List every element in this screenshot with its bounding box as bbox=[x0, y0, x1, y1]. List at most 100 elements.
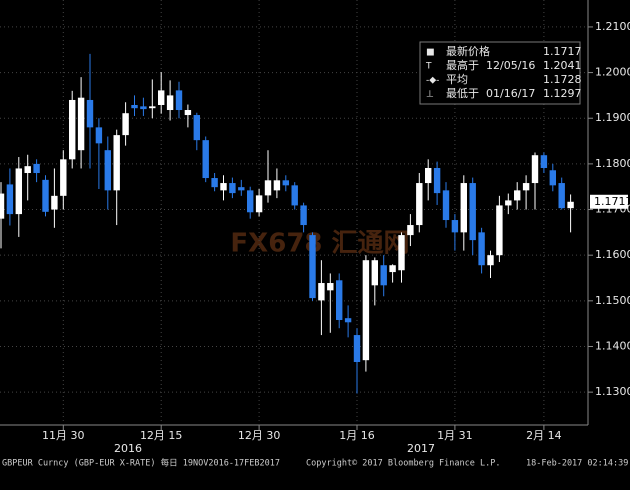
x-tick-label: 11月 30 bbox=[42, 429, 85, 442]
candle-body bbox=[122, 113, 129, 136]
candle-body bbox=[469, 183, 476, 241]
legend-value: 1.2041 bbox=[543, 59, 582, 72]
candle-body bbox=[327, 283, 334, 291]
last-price-tag bbox=[590, 194, 628, 209]
candle-body bbox=[505, 200, 512, 206]
candle-body bbox=[264, 180, 272, 196]
candle-body bbox=[77, 97, 85, 151]
candle-body bbox=[175, 90, 183, 111]
x-tick-label: 1月 31 bbox=[437, 429, 473, 442]
candle-body bbox=[15, 168, 22, 215]
legend-name: 最新价格 bbox=[446, 44, 490, 58]
y-tick-label: 1.2100 bbox=[595, 20, 630, 33]
candle-body bbox=[398, 235, 405, 271]
candle-body bbox=[166, 95, 174, 111]
y-tick-label: 1.1500 bbox=[595, 294, 630, 307]
legend-value: 1.1717 bbox=[543, 45, 582, 58]
candle-body bbox=[442, 190, 450, 221]
year-label: 2017 bbox=[407, 442, 435, 455]
legend-name: 平均 bbox=[446, 73, 468, 86]
legend-icon: -◆- bbox=[426, 76, 439, 86]
candle-body bbox=[238, 187, 245, 191]
legend-value: 1.1297 bbox=[543, 87, 582, 100]
candle-body bbox=[193, 115, 200, 141]
candle-body bbox=[104, 150, 111, 191]
candle-body bbox=[371, 260, 378, 286]
y-tick-label: 1.1900 bbox=[595, 111, 630, 124]
candle-body bbox=[380, 265, 387, 286]
legend-date: 01/16/17 bbox=[486, 87, 535, 100]
candle-body bbox=[318, 283, 325, 301]
candle-body bbox=[51, 195, 58, 210]
legend-icon: ⊥ bbox=[426, 90, 434, 100]
candle-body bbox=[202, 140, 209, 179]
legend-name: 最低于 bbox=[446, 87, 479, 100]
candle-body bbox=[220, 183, 227, 191]
candle-body bbox=[255, 195, 263, 213]
candle-body bbox=[522, 183, 530, 191]
candle-body bbox=[336, 280, 343, 321]
candle-body bbox=[140, 106, 147, 110]
candle-body bbox=[531, 155, 539, 184]
legend-value: 1.1728 bbox=[543, 73, 582, 86]
candle-body bbox=[211, 178, 218, 188]
candle-body bbox=[416, 183, 423, 226]
candle-body bbox=[247, 190, 254, 213]
x-tick-label: 2月 14 bbox=[526, 429, 562, 442]
x-tick-label: 12月 15 bbox=[140, 429, 183, 442]
candle-body bbox=[42, 179, 49, 212]
candle-body bbox=[69, 99, 76, 160]
candle-body bbox=[0, 193, 5, 219]
candle-body bbox=[113, 135, 120, 191]
year-label: 2016 bbox=[114, 442, 142, 455]
candle-body bbox=[149, 106, 156, 109]
candle-body bbox=[451, 220, 459, 233]
legend-box bbox=[419, 41, 581, 105]
y-tick-label: 1.1600 bbox=[595, 248, 630, 261]
legend-date: 12/05/16 bbox=[486, 59, 535, 72]
y-tick-label: 1.1800 bbox=[595, 157, 630, 170]
candle-body bbox=[487, 255, 494, 266]
x-tick-label: 12月 30 bbox=[238, 429, 281, 442]
candle-body bbox=[184, 110, 192, 116]
candle-body bbox=[282, 180, 289, 186]
candle-body bbox=[362, 260, 370, 361]
candle-body bbox=[567, 201, 574, 209]
candle-body bbox=[131, 104, 138, 109]
candle-body bbox=[95, 127, 103, 144]
candle-body bbox=[300, 205, 307, 226]
candle-body bbox=[407, 225, 414, 236]
footer-text: Copyright© 2017 Bloomberg Finance L.P. bbox=[306, 459, 500, 469]
candle-body bbox=[433, 167, 441, 194]
candle-body bbox=[86, 99, 94, 128]
candle-body bbox=[24, 166, 31, 174]
candle-body bbox=[229, 183, 236, 194]
candle-body bbox=[389, 265, 396, 273]
last-price-label: 1.1717 bbox=[594, 195, 630, 208]
candle-body bbox=[558, 183, 565, 209]
candle-body bbox=[6, 184, 14, 215]
legend-icon: ■ bbox=[426, 48, 435, 58]
watermark: FX678 汇通网 bbox=[230, 229, 409, 259]
candle-body bbox=[60, 159, 67, 196]
footer-text: 18-Feb-2017 02:14:39 bbox=[526, 459, 628, 469]
candle-body bbox=[478, 232, 485, 266]
y-tick-label: 1.2000 bbox=[595, 66, 630, 79]
candle-body bbox=[460, 183, 467, 233]
candle-body bbox=[496, 205, 503, 256]
legend-name: 最高于 bbox=[446, 58, 479, 72]
candle-body bbox=[549, 170, 556, 186]
candle-body bbox=[273, 180, 281, 191]
candle-body bbox=[353, 335, 361, 363]
candle-body bbox=[33, 163, 40, 174]
x-tick-label: 1月 16 bbox=[339, 429, 375, 442]
candle-body bbox=[158, 90, 165, 105]
footer-text: GBPEUR Curncy (GBP-EUR X-RATE) 每日 19NOV2… bbox=[2, 458, 280, 469]
y-tick-label: 1.1300 bbox=[595, 385, 630, 398]
legend-icon: T bbox=[425, 62, 432, 72]
candle-body bbox=[344, 318, 352, 323]
candle-body bbox=[425, 167, 432, 184]
candle-body bbox=[291, 185, 298, 206]
candle-body bbox=[514, 190, 521, 201]
